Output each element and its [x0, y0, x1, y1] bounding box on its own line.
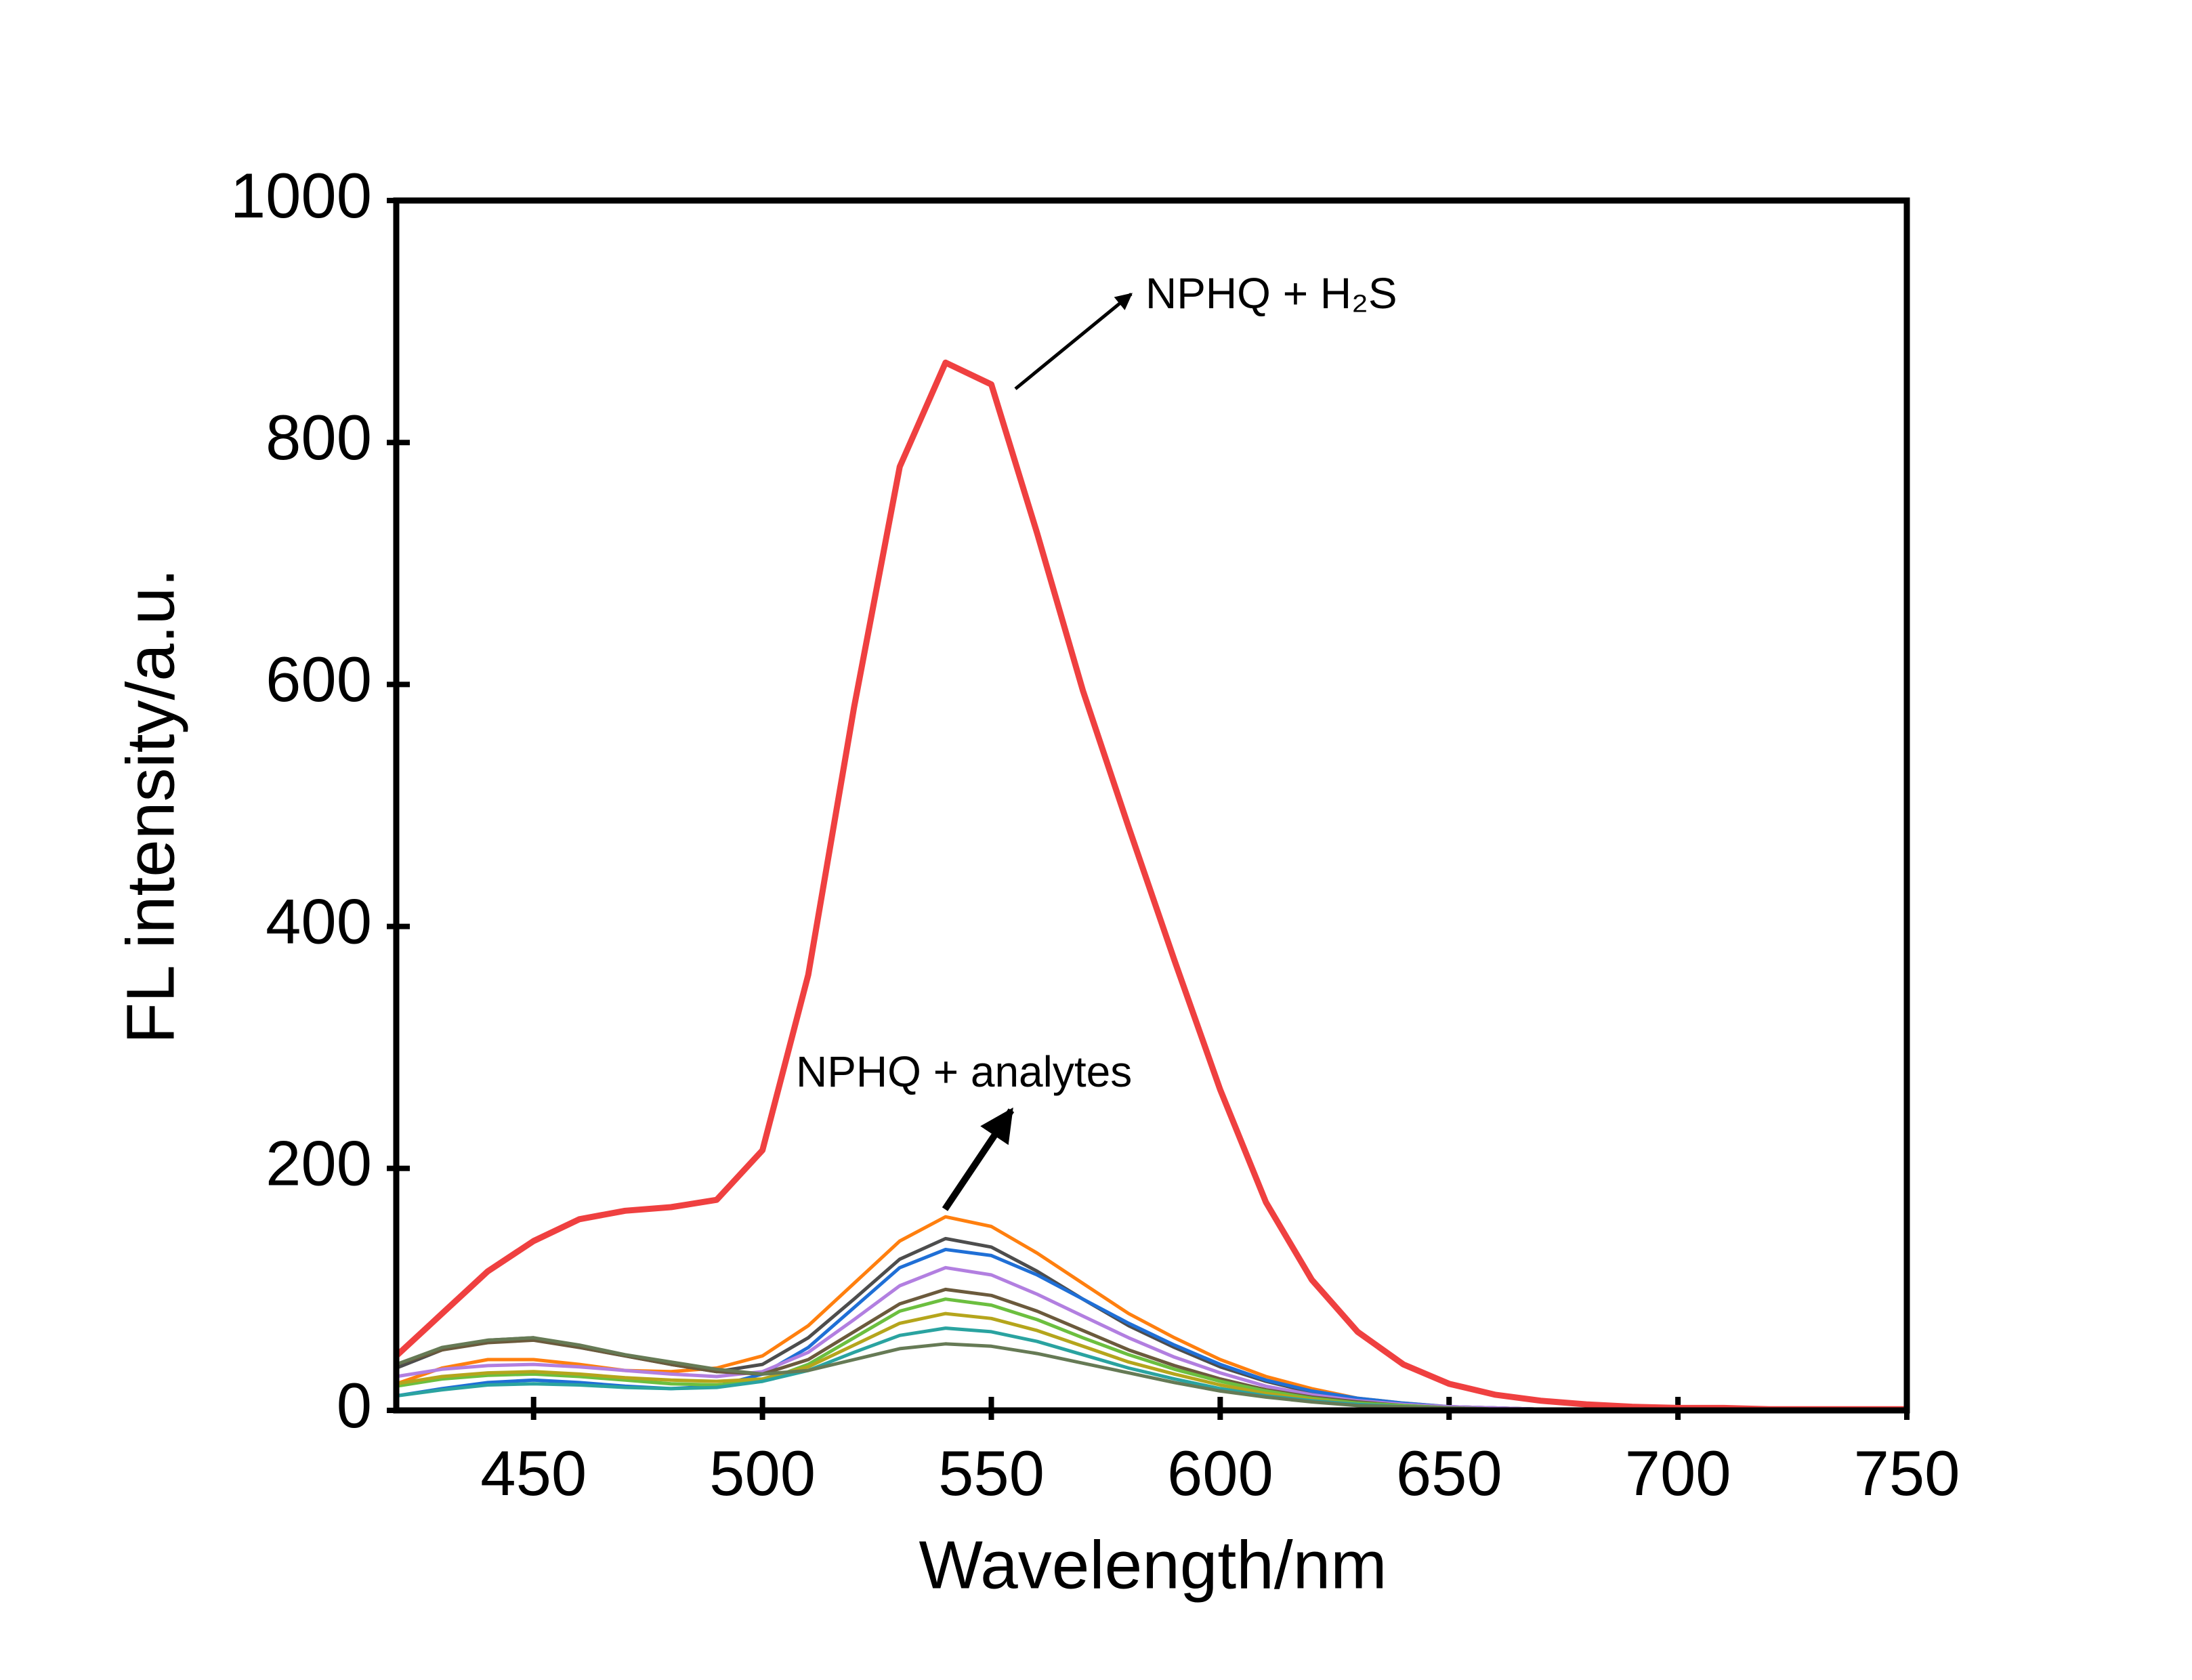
annotation: NPHQ + H₂S [1145, 269, 1397, 318]
annotation: NPHQ + analytes [796, 1047, 1132, 1096]
y-tick-label: 400 [266, 885, 372, 957]
x-tick-label: 600 [1167, 1437, 1273, 1509]
annotation-arrow [1014, 293, 1133, 390]
y-tick-label: 800 [266, 402, 372, 473]
y-tick-label: 200 [266, 1128, 372, 1199]
x-tick-label: 450 [480, 1437, 587, 1509]
x-axis-title: Wavelength/nm [919, 1527, 1387, 1603]
x-tick-label: 750 [1854, 1437, 1960, 1509]
series-line [396, 1287, 1907, 1412]
x-tick-label: 550 [938, 1437, 1045, 1509]
series-line [394, 359, 1907, 1412]
x-tick-label: 650 [1396, 1437, 1502, 1509]
y-tick-label: 600 [266, 644, 372, 715]
y-tick-label: 1000 [230, 160, 372, 231]
y-tick-label: 0 [337, 1370, 372, 1441]
plot-frame [393, 197, 1910, 1414]
annotation-arrow [942, 1107, 1015, 1211]
y-axis-title: FL intensity/a.u. [112, 568, 188, 1044]
x-tick-label: 500 [709, 1437, 816, 1509]
x-tick-label: 700 [1625, 1437, 1731, 1509]
